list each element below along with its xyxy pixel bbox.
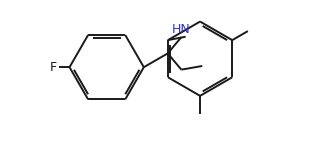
Text: HN: HN — [172, 23, 191, 36]
Text: F: F — [50, 61, 57, 74]
